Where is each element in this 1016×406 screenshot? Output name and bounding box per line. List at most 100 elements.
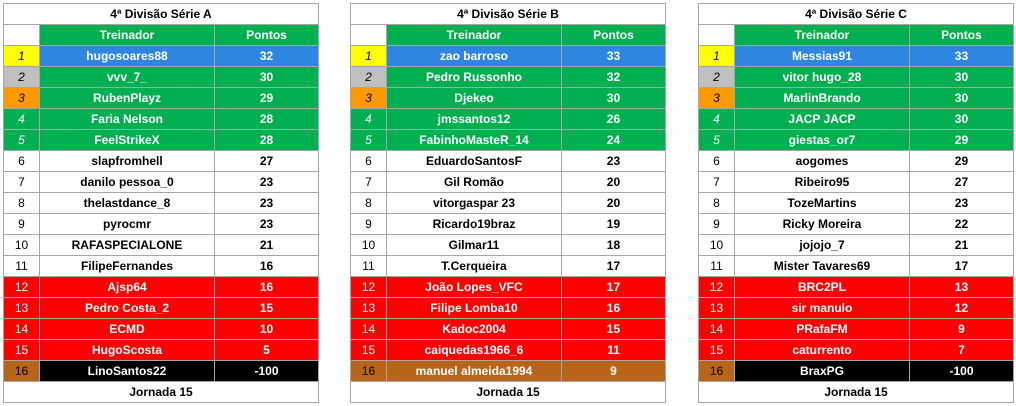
points-cell: 17	[908, 255, 1015, 277]
table-row: 2 vvv_7_ 30	[3, 66, 320, 88]
points-cell: 27	[213, 150, 320, 172]
table-row: 10 Gilmar11 18	[350, 234, 667, 256]
position-cell: 7	[350, 171, 387, 193]
table-row: 7 Ribeiro95 27	[698, 171, 1015, 193]
points-cell: 29	[213, 87, 320, 109]
points-cell: 26	[560, 108, 667, 130]
position-cell: 6	[350, 150, 387, 172]
points-cell: 30	[908, 108, 1015, 130]
position-cell: 5	[350, 129, 387, 151]
table-row: 8 vitorgaspar 23 20	[350, 192, 667, 214]
coach-name-cell: giestas_or7	[734, 129, 910, 151]
table-row: 16 LinoSantos22 -100	[3, 360, 320, 382]
table-row: 10 RAFASPECIALONE 21	[3, 234, 320, 256]
coach-name-cell: vitorgaspar 23	[386, 192, 562, 214]
coach-name-cell: Djekeo	[386, 87, 562, 109]
points-cell: 32	[213, 45, 320, 67]
table-row: 3 RubenPlayz 29	[3, 87, 320, 109]
table-row: 14 ECMD 10	[3, 318, 320, 340]
points-cell: 33	[560, 45, 667, 67]
points-cell: 28	[213, 129, 320, 151]
table-row: 16 manuel almeida1994 9	[350, 360, 667, 382]
points-cell: 32	[560, 66, 667, 88]
position-header	[350, 24, 387, 46]
points-cell: -100	[908, 360, 1015, 382]
coach-name-cell: FabinhoMasteR_14	[386, 129, 562, 151]
coach-name-cell: vvv_7_	[39, 66, 215, 88]
table-row: 11 Mister Tavares69 17	[698, 255, 1015, 277]
table-row: 1 zao barroso 33	[350, 45, 667, 67]
table-row: 6 aogomes 29	[698, 150, 1015, 172]
table-row: 1 hugosoares88 32	[3, 45, 320, 67]
points-cell: 10	[213, 318, 320, 340]
points-cell: 19	[560, 213, 667, 235]
coach-name-cell: caturrento	[734, 339, 910, 361]
position-cell: 11	[350, 255, 387, 277]
round-footer: Jornada 15	[3, 381, 319, 403]
table-row: 15 caiquedas1966_6 11	[350, 339, 667, 361]
coach-header: Treinador	[386, 24, 562, 46]
position-cell: 9	[3, 213, 40, 235]
table-row: 10 jojojo_7 21	[698, 234, 1015, 256]
points-cell: 7	[908, 339, 1015, 361]
coach-name-cell: jojojo_7	[734, 234, 910, 256]
position-cell: 12	[350, 276, 387, 298]
coach-header: Treinador	[734, 24, 910, 46]
coach-name-cell: Ricardo19braz	[386, 213, 562, 235]
position-cell: 16	[698, 360, 735, 382]
points-cell: 16	[560, 297, 667, 319]
table-row: 12 João Lopes_VFC 17	[350, 276, 667, 298]
points-cell: 28	[213, 108, 320, 130]
position-cell: 12	[698, 276, 735, 298]
league-table-a: 4ª Divisão Série A Treinador Pontos 1 hugoso…	[3, 3, 320, 403]
points-cell: 30	[213, 66, 320, 88]
position-header	[698, 24, 735, 46]
position-cell: 14	[3, 318, 40, 340]
position-cell: 11	[3, 255, 40, 277]
coach-name-cell: FilipeFernandes	[39, 255, 215, 277]
coach-name-cell: BRC2PL	[734, 276, 910, 298]
position-cell: 7	[698, 171, 735, 193]
round-footer: Jornada 15	[350, 381, 666, 403]
points-cell: 23	[908, 192, 1015, 214]
table-row: 12 Ajsp64 16	[3, 276, 320, 298]
points-cell: 22	[908, 213, 1015, 235]
table-row: 3 MarlinBrando 30	[698, 87, 1015, 109]
coach-name-cell: Pedro Costa_2	[39, 297, 215, 319]
position-cell: 6	[698, 150, 735, 172]
position-header	[3, 24, 40, 46]
points-cell: 15	[213, 297, 320, 319]
coach-name-cell: pyrocmr	[39, 213, 215, 235]
coach-name-cell: Messias91	[734, 45, 910, 67]
coach-name-cell: Ribeiro95	[734, 171, 910, 193]
points-cell: 20	[560, 192, 667, 214]
position-cell: 8	[3, 192, 40, 214]
points-cell: 17	[560, 255, 667, 277]
coach-name-cell: João Lopes_VFC	[386, 276, 562, 298]
position-cell: 8	[350, 192, 387, 214]
position-cell: 11	[698, 255, 735, 277]
points-cell: 21	[908, 234, 1015, 256]
table-row: 14 Kadoc2004 15	[350, 318, 667, 340]
position-cell: 10	[350, 234, 387, 256]
points-cell: 30	[908, 87, 1015, 109]
position-cell: 4	[3, 108, 40, 130]
position-cell: 5	[698, 129, 735, 151]
coach-name-cell: thelastdance_8	[39, 192, 215, 214]
position-cell: 3	[3, 87, 40, 109]
points-cell: 18	[560, 234, 667, 256]
points-header: Pontos	[213, 24, 320, 46]
coach-name-cell: HugoScosta	[39, 339, 215, 361]
table-row: 9 Ricardo19braz 19	[350, 213, 667, 235]
coach-name-cell: Filipe Lomba10	[386, 297, 562, 319]
points-cell: 30	[560, 87, 667, 109]
position-cell: 3	[350, 87, 387, 109]
points-cell: 23	[213, 192, 320, 214]
table-row: 9 Ricky Moreira 22	[698, 213, 1015, 235]
points-cell: 29	[908, 129, 1015, 151]
position-cell: 9	[350, 213, 387, 235]
points-cell: 24	[560, 129, 667, 151]
points-cell: 23	[213, 171, 320, 193]
points-cell: 21	[213, 234, 320, 256]
position-cell: 7	[3, 171, 40, 193]
